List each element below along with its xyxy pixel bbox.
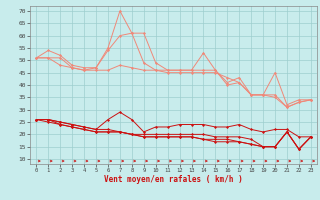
X-axis label: Vent moyen/en rafales ( km/h ): Vent moyen/en rafales ( km/h ) (104, 175, 243, 184)
